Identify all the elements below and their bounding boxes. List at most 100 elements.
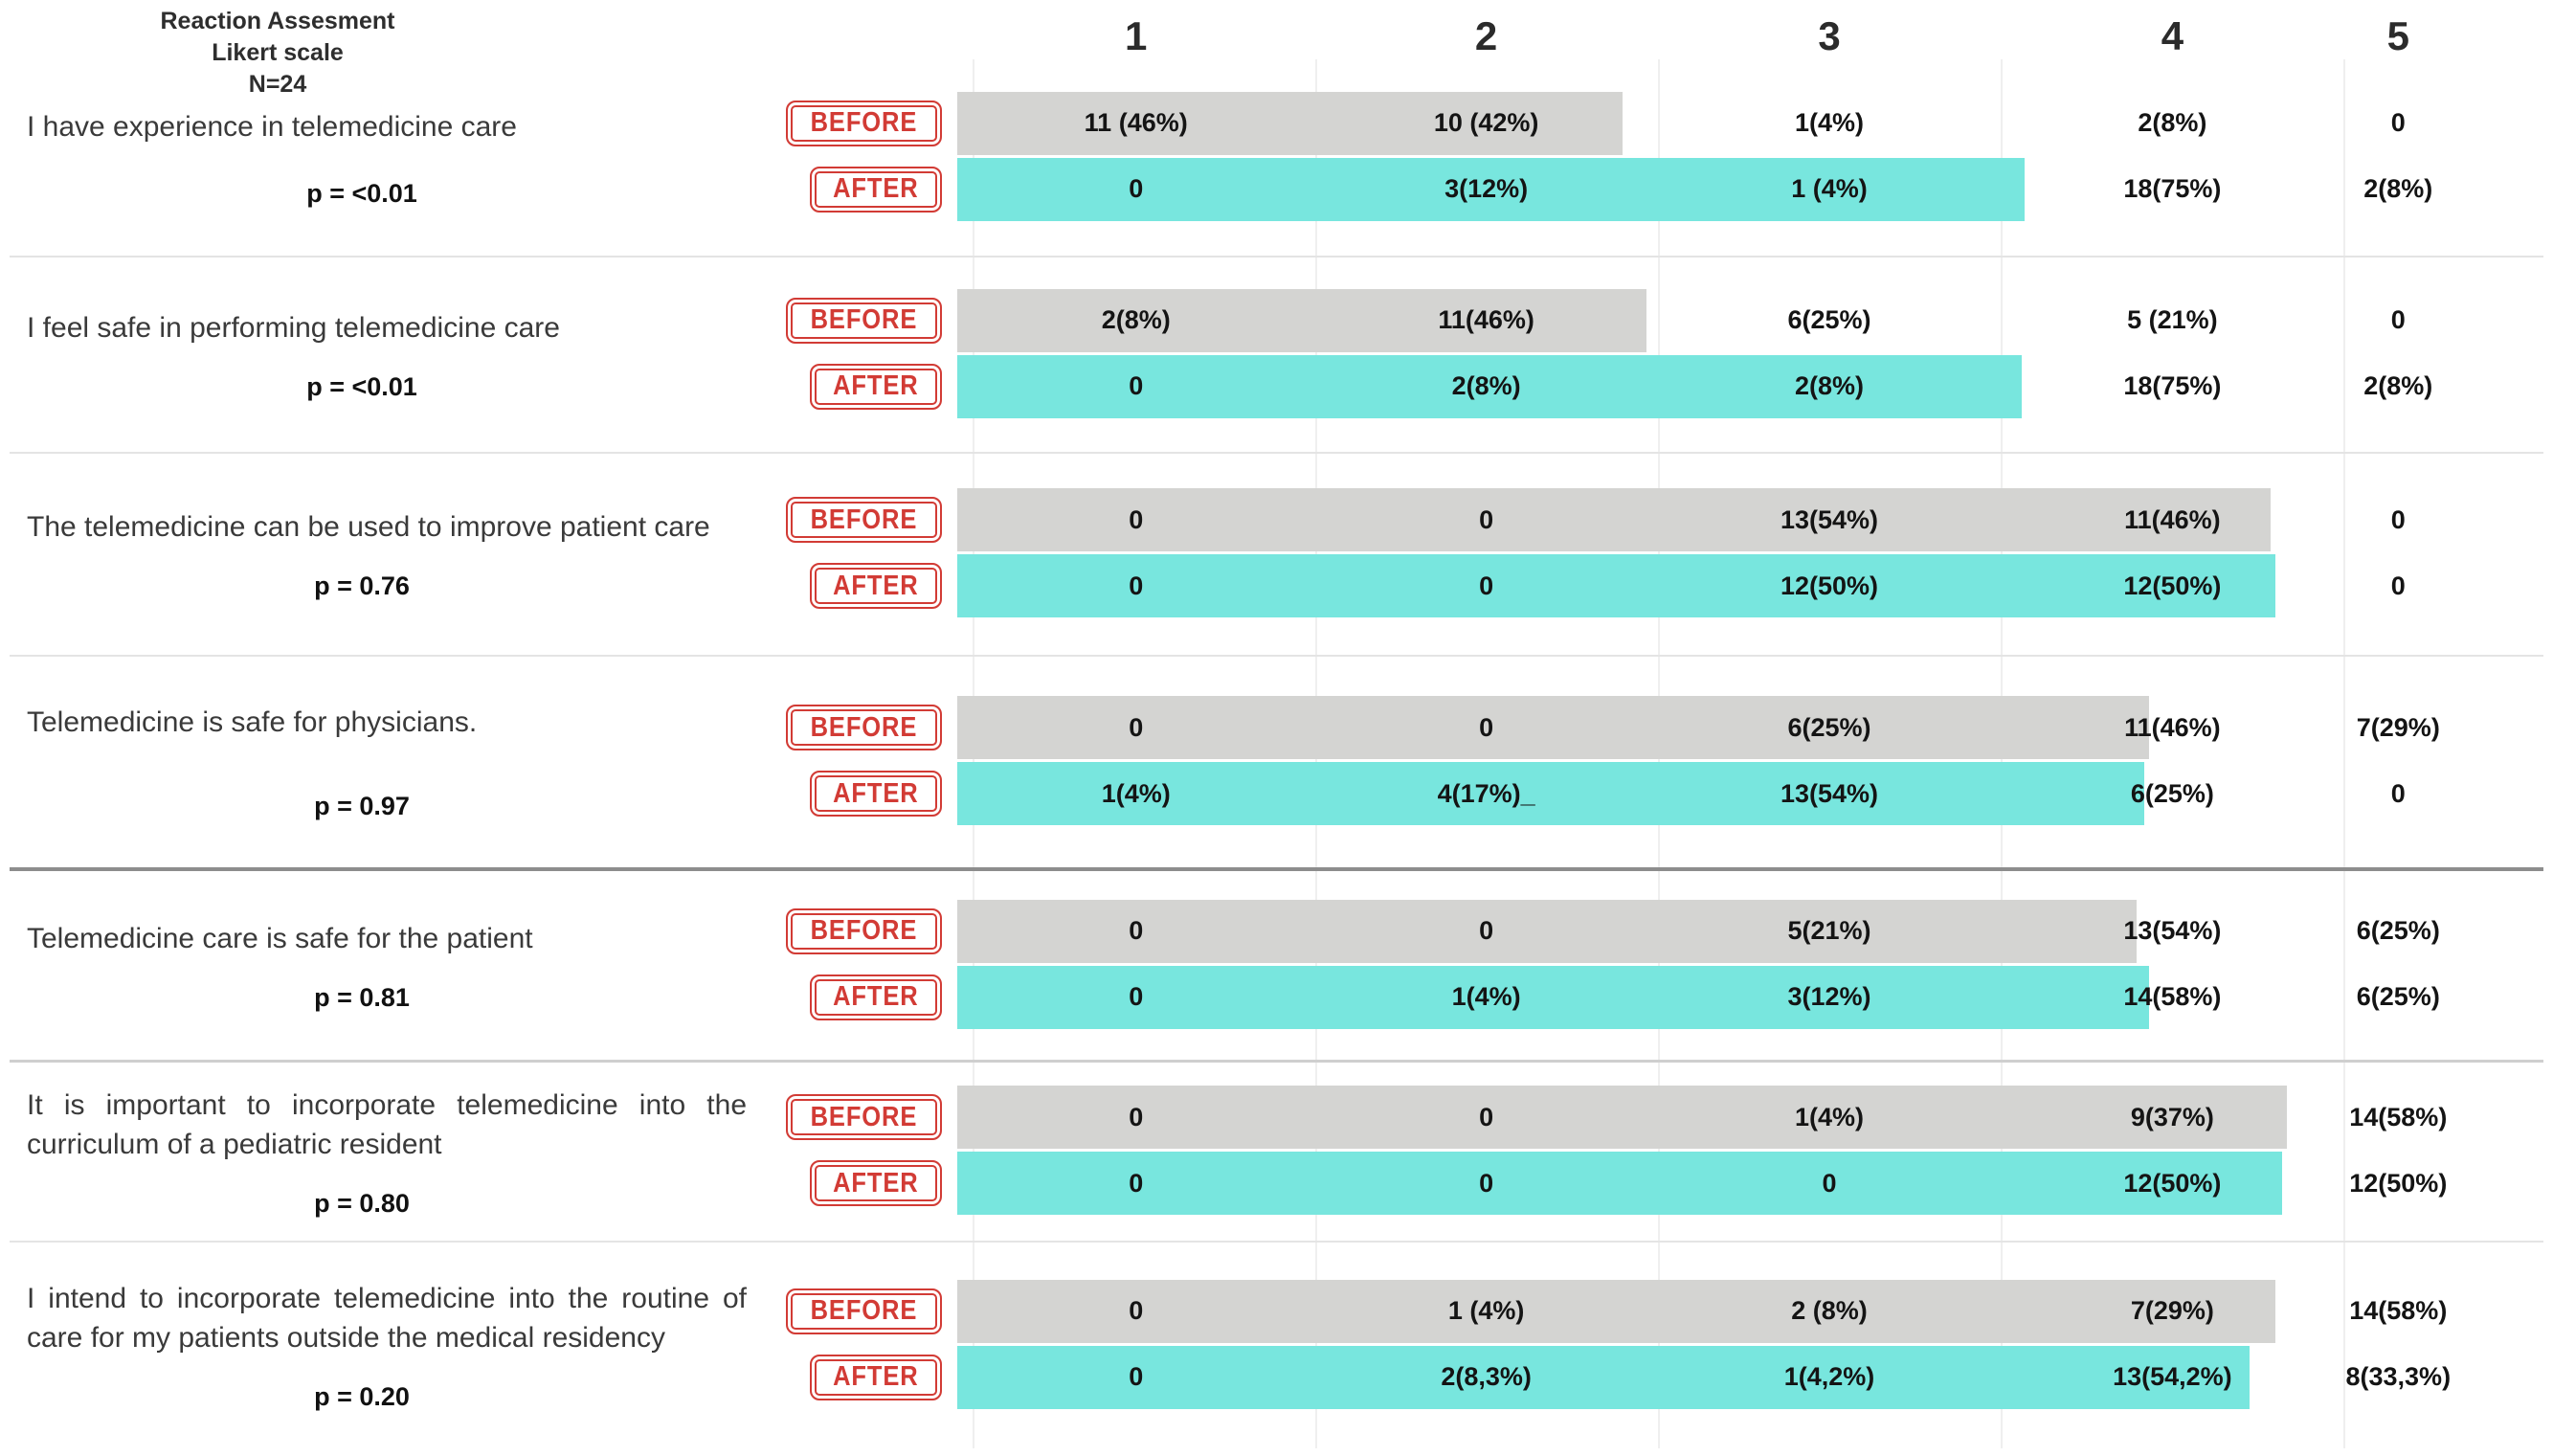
before-bar-line: BEFORE 0 0 13(54%) 11(46%) 0 [766,488,2553,551]
row-divider-dark [10,867,2543,871]
question-block: I feel safe in performing telemedicine c… [0,308,766,402]
likert-cell: 13(54%) [1780,778,1879,808]
before-bar-track: 0 0 5(21%) 13(54%) 6(25%) [957,899,2553,963]
likert-cell: 0 [1479,1168,1494,1198]
likert-cell: 6(25%) [2130,778,2214,808]
row-bars: BEFORE 0 0 5(21%) 13(54%) 6(25%) AFTER [766,899,2553,1032]
likert-cell: 6(25%) [1787,712,1871,742]
likert-cell: 0 [1479,1102,1494,1131]
after-stamp: AFTER [810,363,942,410]
after-bar-track: 0 1(4%) 3(12%) 14(58%) 6(25%) [957,965,2553,1029]
likert-cell: 13(54,2%) [2113,1362,2232,1391]
question-block: I have experience in telemedicine care p… [0,107,766,209]
row-divider [10,1060,2543,1063]
likert-scale-header: 1 2 3 4 5 [957,13,2553,59]
likert-cell: 2(8,3%) [1441,1362,1532,1391]
row-bars: BEFORE 11 (46%) 10 (42%) 1(4%) 2(8%) 0 A… [766,91,2553,224]
before-bar-line: BEFORE 11 (46%) 10 (42%) 1(4%) 2(8%) 0 [766,91,2553,155]
likert-cell: 0 [1479,916,1494,945]
after-bar [957,354,2022,418]
column-header-1: 1 [1125,13,1148,58]
likert-cell: 13(54%) [1780,504,1879,534]
before-stamp: BEFORE [786,497,942,543]
likert-cell: 5(21%) [1787,916,1871,945]
likert-cell: 6(25%) [2356,982,2440,1011]
likert-cell: 0 [2390,571,2406,600]
question-text: Telemedicine is safe for physicians. [27,706,478,738]
before-bar [957,91,1624,155]
after-bar-line: AFTER 0 0 12(50%) 12(50%) 0 [766,554,2553,617]
likert-cell: 8(33,3%) [2345,1362,2452,1391]
before-bar-track: 0 0 6(25%) 11(46%) 7(29%) [957,696,2553,759]
likert-cell: 2(8%) [1794,371,1864,400]
title-line-2: Likert scale [212,39,344,66]
before-bar-line: BEFORE 0 0 6(25%) 11(46%) 7(29%) [766,696,2553,759]
question-text: I intend to incorporate telemedicine int… [27,1283,747,1354]
after-bar-track: 0 2(8%) 2(8%) 18(75%) 2(8%) [957,354,2553,418]
before-bar [957,288,1647,352]
p-value: p = 0.80 [314,1188,410,1218]
row-bars: BEFORE 0 0 6(25%) 11(46%) 7(29%) AFTER [766,696,2553,828]
column-gridline [2343,59,2345,1448]
likert-cell: 9(37%) [2130,1102,2214,1131]
row-bars: BEFORE 0 0 1(4%) 9(37%) 14(58%) AFTER [766,1086,2553,1218]
likert-cell: 0 [1129,1362,1144,1391]
likert-cell: 0 [1129,371,1144,400]
before-bar [957,1086,2287,1149]
before-bar-track: 11 (46%) 10 (42%) 1(4%) 2(8%) 0 [957,91,2553,155]
likert-cell: 0 [2390,108,2406,137]
likert-cell: 12(50%) [2123,571,2222,600]
likert-cell: 13(54%) [2123,916,2222,945]
after-stamp: AFTER [810,1354,942,1400]
likert-cell: 1(4%) [1451,982,1521,1011]
likert-cell: 12(50%) [2123,1168,2222,1198]
after-stamp: AFTER [810,1160,942,1206]
question-text: I have experience in telemedicine care [27,110,517,143]
question-text: I feel safe in performing telemedicine c… [27,311,560,344]
question-text: It is important to incorporate telemedic… [27,1088,747,1160]
question-block: I intend to incorporate telemedicine int… [0,1279,766,1412]
likert-cell: 2(8%) [1101,305,1171,334]
likert-cell: 1(4%) [1794,1102,1864,1131]
row-bars: BEFORE 0 1 (4%) 2 (8%) 7(29%) 14(58%) AF… [766,1279,2553,1412]
before-stamp: BEFORE [786,1288,942,1334]
question-row-3: The telemedicine can be used to improve … [0,454,2553,655]
before-stamp: BEFORE [786,297,942,344]
likert-cell: 0 [1479,504,1494,534]
likert-cell: 1 (4%) [1791,174,1868,203]
likert-cell: 11(46%) [1438,305,1534,334]
likert-cell: 2(8%) [2138,108,2207,137]
before-bar-track: 0 0 1(4%) 9(37%) 14(58%) [957,1086,2553,1149]
before-stamp: BEFORE [786,100,942,146]
likert-cell: 0 [1479,571,1494,600]
after-bar [957,965,2150,1029]
before-bar-track: 0 1 (4%) 2 (8%) 7(29%) 14(58%) [957,1279,2553,1343]
likert-cell: 18(75%) [2123,371,2222,400]
row-divider [10,452,2543,454]
question-row-7: I intend to incorporate telemedicine int… [0,1243,2553,1448]
question-row-5: Telemedicine care is safe for the patien… [0,871,2553,1060]
after-bar-track: 0 3(12%) 1 (4%) 18(75%) 2(8%) [957,157,2553,221]
likert-cell: 0 [1822,1168,1837,1198]
before-bar [957,899,2137,963]
after-bar [957,554,2275,617]
question-text: Telemedicine care is safe for the patien… [27,922,533,954]
question-block: It is important to incorporate telemedic… [0,1086,766,1219]
after-bar-line: AFTER 1(4%) 4(17%)_ 13(54%) 6(25%) 0 [766,762,2553,825]
likert-cell: 2(8%) [2363,371,2433,400]
likert-cell: 11(46%) [2124,504,2221,534]
likert-cell: 14(58%) [2349,1102,2448,1131]
question-block: Telemedicine is safe for physicians. p =… [0,703,766,821]
question-row-2: I feel safe in performing telemedicine c… [0,258,2553,452]
likert-cell: 14(58%) [2349,1296,2448,1325]
title-line-3: N=24 [248,71,307,98]
likert-cell: 0 [2390,504,2406,534]
question-block: Telemedicine care is safe for the patien… [0,919,766,1013]
after-stamp: AFTER [810,166,942,213]
question-text: The telemedicine can be used to improve … [27,511,710,543]
before-stamp: BEFORE [786,705,942,750]
likert-cell: 12(50%) [1780,571,1879,600]
title-line-1: Reaction Assesment [160,8,395,34]
likert-cell: 0 [1479,712,1494,742]
likert-cell: 0 [1129,174,1144,203]
